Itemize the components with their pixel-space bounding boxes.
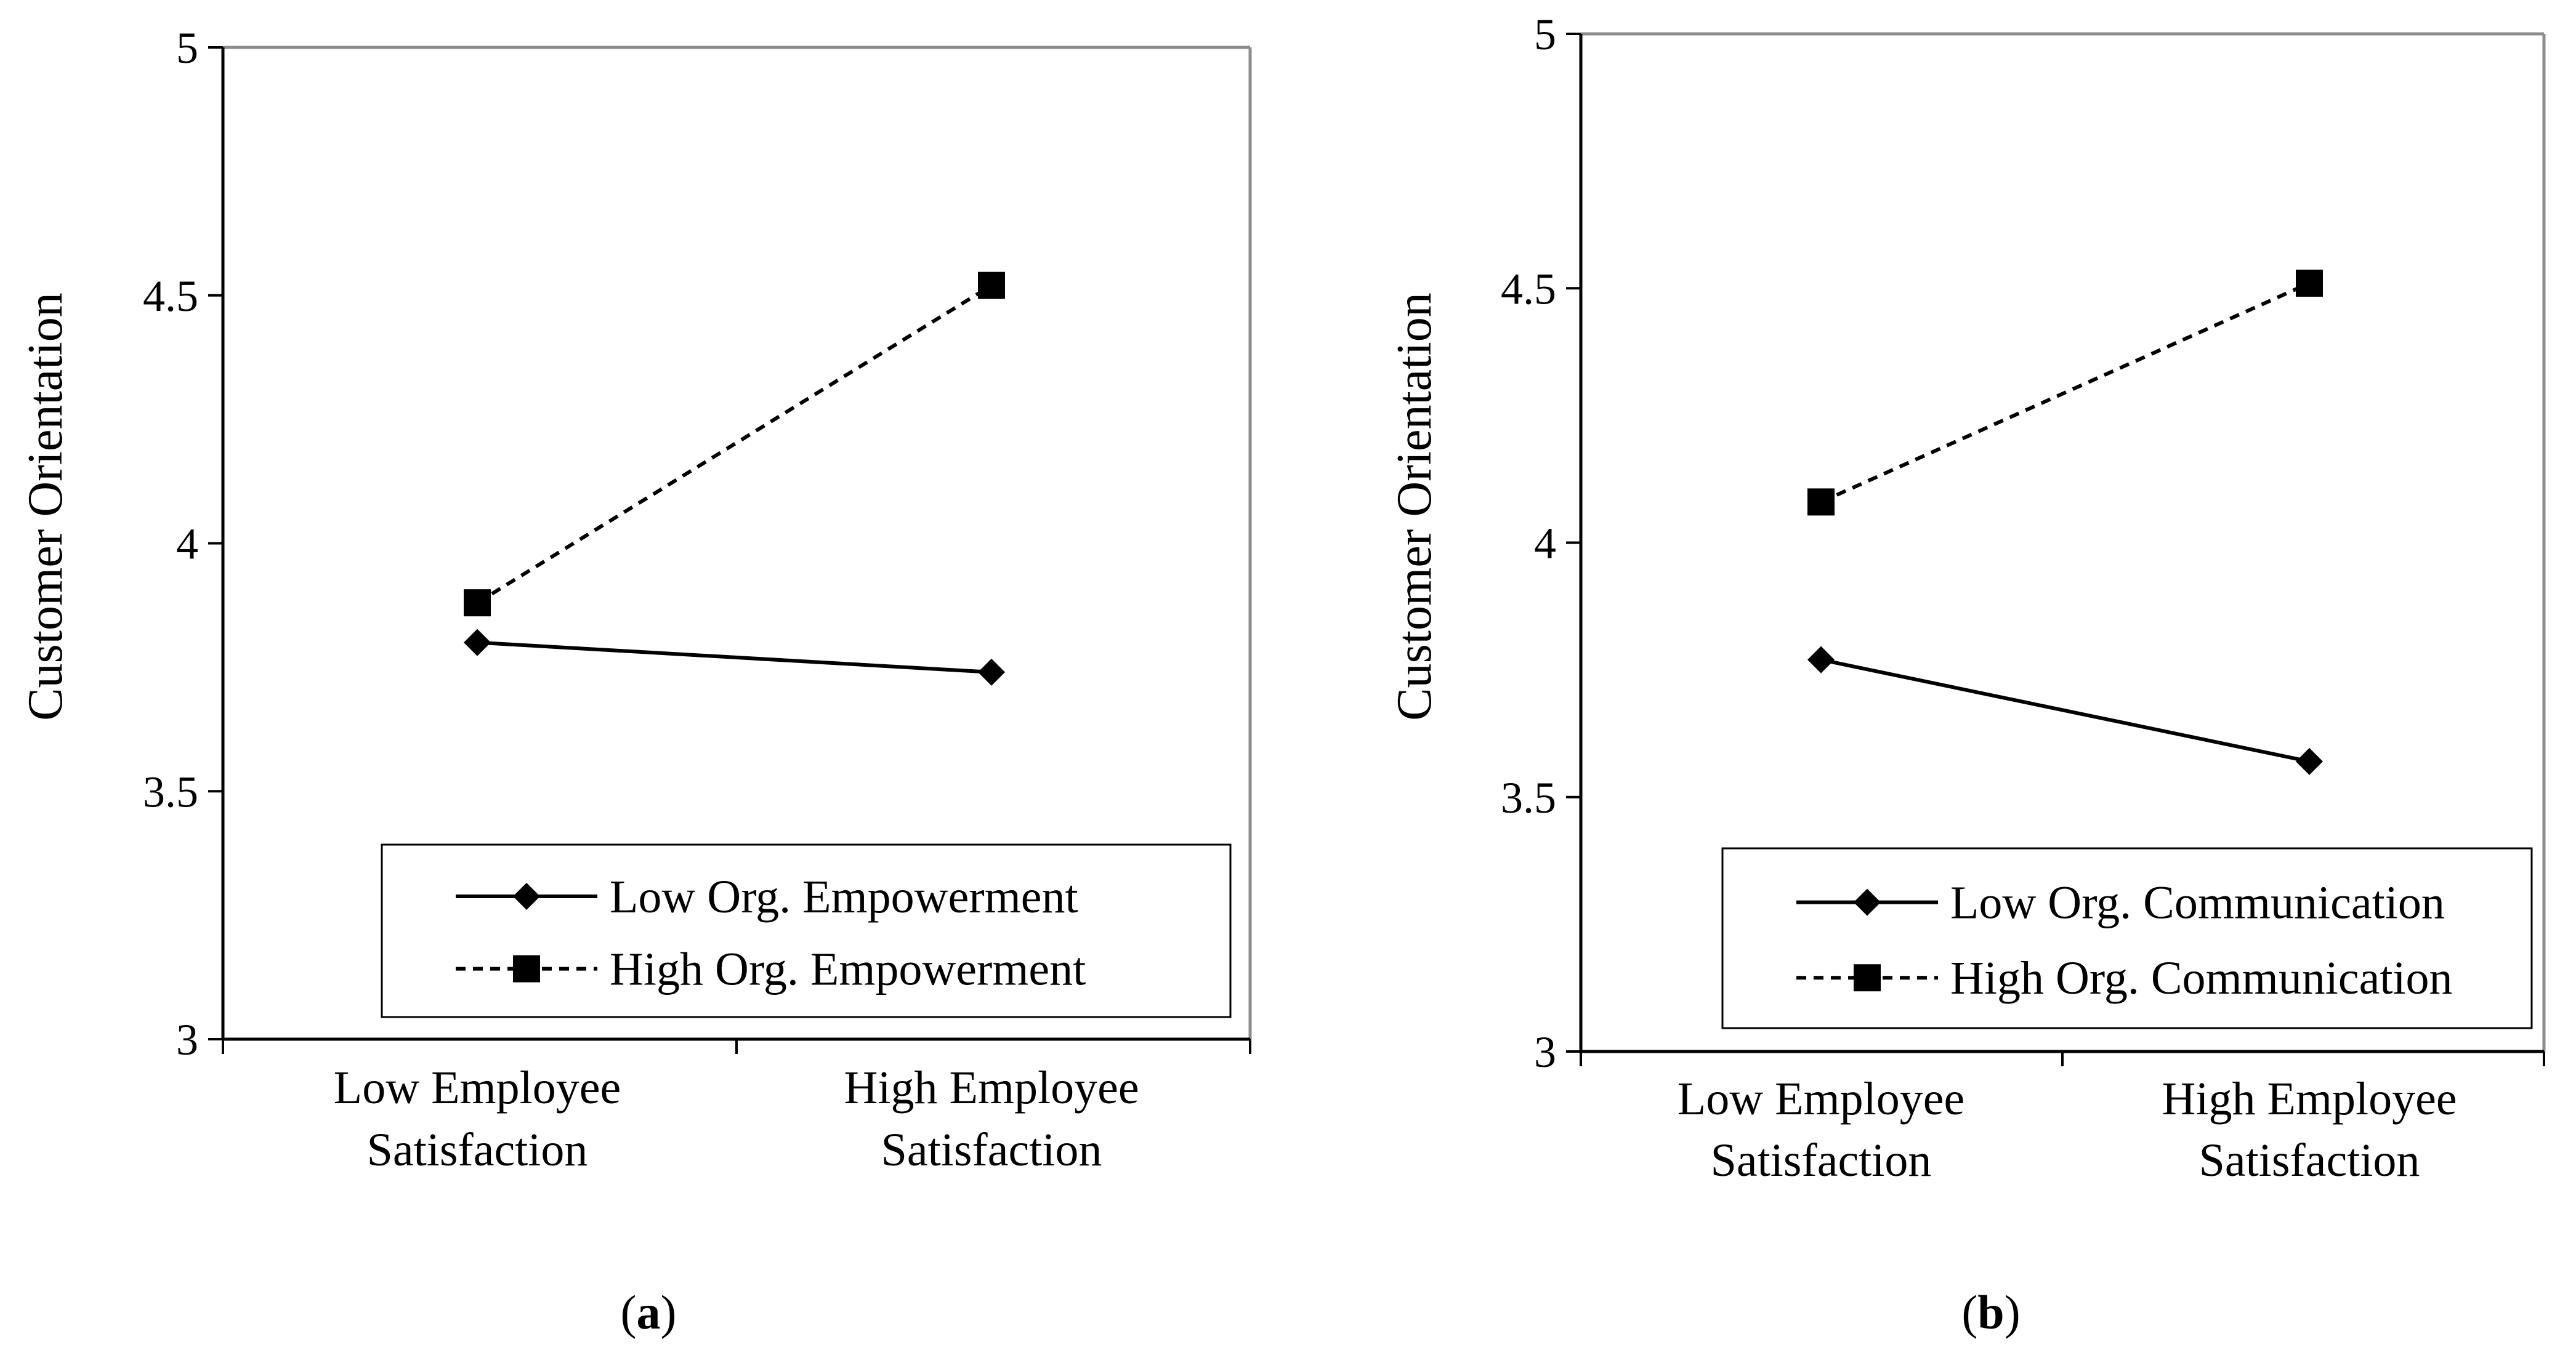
legend-box — [1721, 847, 2533, 1029]
legend-marker-diamond — [513, 883, 540, 910]
x-tick-label: Satisfaction — [367, 1124, 588, 1176]
chart-panel-a: 3 3.5 4 4.5 5 Low Employee Satisfaction High Em… — [18, 23, 1252, 1339]
y-tick-label: 4.5 — [143, 271, 198, 321]
y-tick-label: 3 — [176, 1015, 198, 1064]
panel-label-close: ) — [2005, 1285, 2021, 1339]
x-tick-label: Satisfaction — [2199, 1135, 2420, 1186]
panel-label-open: ( — [621, 1285, 637, 1339]
x-tick-label: High Employee — [2162, 1073, 2457, 1125]
series-line-high — [1820, 281, 2311, 504]
data-point-diamond — [2296, 747, 2323, 775]
y-tick-label: 5 — [1534, 10, 1556, 59]
legend-box — [381, 843, 1232, 1018]
data-point-square — [1807, 488, 1835, 516]
x-tick-label: Satisfaction — [1711, 1135, 1932, 1186]
data-point-diamond — [978, 658, 1005, 686]
data-point-square — [464, 589, 491, 617]
data-point-diamond — [464, 629, 491, 656]
panel-label: (b) — [1961, 1285, 2020, 1339]
legend-label: Low Org. Communication — [1950, 877, 2445, 929]
legend-marker-square — [513, 955, 540, 983]
y-tick-label: 4.5 — [1501, 264, 1556, 313]
y-tick-label: 3.5 — [143, 767, 198, 816]
y-axis-label: Customer Orientation — [1387, 292, 1442, 720]
data-point-square — [978, 271, 1005, 299]
x-tick-label: Low Employee — [334, 1062, 621, 1114]
panel-label-close: ) — [661, 1285, 677, 1339]
y-tick-label: 4 — [1534, 519, 1556, 568]
y-tick-label: 3.5 — [1501, 773, 1556, 822]
panel-label-letter: a — [637, 1285, 661, 1339]
y-tick-label: 5 — [176, 23, 198, 73]
series-line-low — [1820, 657, 2310, 763]
panel-label-letter: b — [1977, 1285, 2004, 1339]
y-axis-label: Customer Orientation — [18, 292, 73, 720]
data-point-diamond — [1807, 646, 1835, 674]
y-tick-label: 3 — [1534, 1027, 1556, 1077]
legend-label: High Org. Empowerment — [610, 944, 1086, 995]
legend-marker-square — [1854, 964, 1881, 992]
legend-marker-diamond — [1854, 888, 1881, 916]
panel-label-open: ( — [1961, 1285, 1977, 1339]
legend-label: Low Org. Empowerment — [610, 871, 1078, 923]
series-line-low — [477, 640, 992, 674]
chart-panel-b: 3 3.5 4 4.5 5 Low Employee Satisfaction High Em… — [1387, 10, 2546, 1339]
legend: Low Org. Communication High Org. Communic… — [1721, 847, 2533, 1029]
legend: Low Org. Empowerment High Org. Empowermen… — [381, 843, 1232, 1018]
panel-label: (a) — [621, 1285, 677, 1339]
x-tick-label: Satisfaction — [881, 1124, 1102, 1176]
x-tick-label: Low Employee — [1678, 1073, 1964, 1125]
y-tick-label: 4 — [176, 520, 198, 569]
data-point-square — [2296, 269, 2323, 297]
legend-label: High Org. Communication — [1950, 952, 2453, 1004]
series-line-high — [476, 284, 993, 605]
x-tick-label: High Employee — [844, 1062, 1139, 1114]
